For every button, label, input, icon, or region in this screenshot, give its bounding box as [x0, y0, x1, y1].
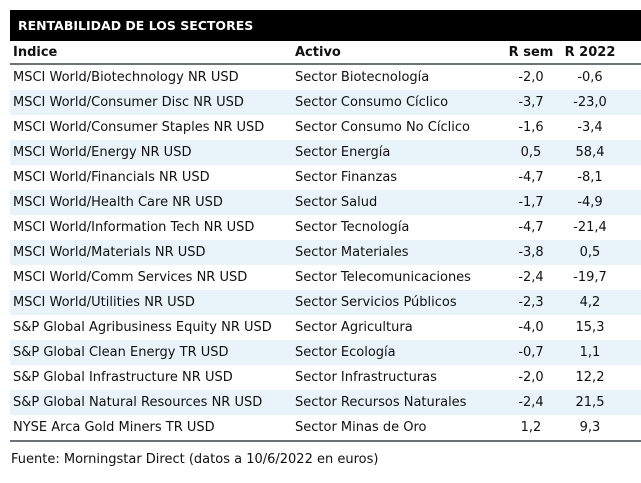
cell-activo: Sector Agricultura — [295, 320, 413, 335]
table-body: MSCI World/Biotechnology NR USD Sector B… — [10, 65, 641, 442]
column-header-activo: Activo — [295, 44, 341, 60]
cell-r-sem: 0,5 — [520, 145, 542, 160]
table-row: MSCI World/Biotechnology NR USD Sector B… — [10, 65, 641, 90]
column-header-indice: Índice — [13, 44, 58, 60]
cell-activo: Sector Salud — [295, 195, 378, 210]
cell-r-sem: -0,7 — [518, 345, 544, 360]
sector-returns-table: RENTABILIDAD DE LOS SECTORES Índice Acti… — [10, 10, 641, 467]
cell-r-sem: -3,7 — [518, 95, 544, 110]
cell-r-2022: 12,2 — [575, 370, 605, 385]
table-title: RENTABILIDAD DE LOS SECTORES — [10, 10, 641, 41]
cell-r-2022: -19,7 — [573, 270, 607, 285]
cell-activo: Sector Biotecnología — [295, 70, 430, 85]
cell-r-sem: -4,7 — [518, 170, 544, 185]
table-row: S&P Global Agribusiness Equity NR USD Se… — [10, 315, 641, 340]
cell-activo: Sector Consumo No Cíclico — [295, 120, 470, 135]
cell-activo: Sector Energía — [295, 145, 391, 160]
cell-indice: MSCI World/Energy NR USD — [13, 145, 192, 160]
cell-r-sem: -4,7 — [518, 220, 544, 235]
cell-r-2022: -21,4 — [573, 220, 607, 235]
cell-r-2022: -4,9 — [577, 195, 603, 210]
cell-indice: S&P Global Natural Resources NR USD — [13, 395, 263, 410]
cell-r-sem: -3,8 — [518, 245, 544, 260]
table-row: MSCI World/Health Care NR USD Sector Sal… — [10, 190, 641, 215]
column-header-r-sem: R sem — [508, 44, 554, 60]
cell-r-sem: -1,7 — [518, 195, 544, 210]
cell-r-2022: -3,4 — [577, 120, 603, 135]
table-row: S&P Global Clean Energy TR USD Sector Ec… — [10, 340, 641, 365]
cell-indice: S&P Global Infrastructure NR USD — [13, 370, 233, 385]
cell-r-2022: 58,4 — [575, 145, 605, 160]
cell-r-2022: 15,3 — [575, 320, 605, 335]
cell-activo: Sector Minas de Oro — [295, 420, 427, 435]
cell-r-sem: -2,0 — [518, 70, 544, 85]
cell-activo: Sector Recursos Naturales — [295, 395, 467, 410]
cell-indice: MSCI World/Consumer Disc NR USD — [13, 95, 244, 110]
cell-activo: Sector Servicios Públicos — [295, 295, 457, 310]
cell-indice: MSCI World/Materials NR USD — [13, 245, 206, 260]
cell-r-2022: 0,5 — [579, 245, 601, 260]
cell-indice: MSCI World/Biotechnology NR USD — [13, 70, 239, 85]
source-note: Fuente: Morningstar Direct (datos a 10/6… — [11, 452, 379, 467]
cell-indice: NYSE Arca Gold Miners TR USD — [13, 420, 215, 435]
cell-r-2022: 21,5 — [575, 395, 605, 410]
cell-r-sem: -1,6 — [518, 120, 544, 135]
cell-indice: MSCI World/Utilities NR USD — [13, 295, 195, 310]
table-row: MSCI World/Consumer Disc NR USD Sector C… — [10, 90, 641, 115]
cell-activo: Sector Finanzas — [295, 170, 398, 185]
cell-r-sem: -4,0 — [518, 320, 544, 335]
column-header-r-2022: R 2022 — [564, 44, 616, 60]
cell-indice: MSCI World/Information Tech NR USD — [13, 220, 255, 235]
table-row: MSCI World/Financials NR USD Sector Fina… — [10, 165, 641, 190]
cell-r-sem: -2,4 — [518, 395, 544, 410]
cell-r-2022: 4,2 — [579, 295, 601, 310]
cell-activo: Sector Consumo Cíclico — [295, 95, 449, 110]
cell-r-sem: -2,0 — [518, 370, 544, 385]
cell-r-2022: 9,3 — [579, 420, 601, 435]
cell-activo: Sector Ecología — [295, 345, 396, 360]
table-row: MSCI World/Utilities NR USD Sector Servi… — [10, 290, 641, 315]
cell-activo: Sector Infrastructuras — [295, 370, 437, 385]
cell-indice: MSCI World/Consumer Staples NR USD — [13, 120, 265, 135]
cell-r-sem: -2,4 — [518, 270, 544, 285]
cell-r-2022: -8,1 — [577, 170, 603, 185]
cell-r-2022: -23,0 — [573, 95, 607, 110]
cell-r-sem: -2,3 — [518, 295, 544, 310]
table-row: MSCI World/Consumer Staples NR USD Secto… — [10, 115, 641, 140]
table-row: MSCI World/Comm Services NR USD Sector T… — [10, 265, 641, 290]
cell-r-sem: 1,2 — [520, 420, 542, 435]
table-row: NYSE Arca Gold Miners TR USD Sector Mina… — [10, 415, 641, 440]
cell-indice: MSCI World/Comm Services NR USD — [13, 270, 248, 285]
table-row: MSCI World/Energy NR USD Sector Energía … — [10, 140, 641, 165]
cell-indice: S&P Global Clean Energy TR USD — [13, 345, 229, 360]
cell-activo: Sector Telecomunicaciones — [295, 270, 471, 285]
cell-r-2022: -0,6 — [577, 70, 603, 85]
table-row: S&P Global Infrastructure NR USD Sector … — [10, 365, 641, 390]
table-row: MSCI World/Information Tech NR USD Secto… — [10, 215, 641, 240]
cell-activo: Sector Tecnología — [295, 220, 410, 235]
cell-indice: S&P Global Agribusiness Equity NR USD — [13, 320, 272, 335]
table-row: S&P Global Natural Resources NR USD Sect… — [10, 390, 641, 415]
cell-indice: MSCI World/Health Care NR USD — [13, 195, 223, 210]
table-header-row: Índice Activo R sem R 2022 — [10, 41, 641, 65]
cell-r-2022: 1,1 — [579, 345, 601, 360]
cell-activo: Sector Materiales — [295, 245, 409, 260]
table-row: MSCI World/Materials NR USD Sector Mater… — [10, 240, 641, 265]
cell-indice: MSCI World/Financials NR USD — [13, 170, 210, 185]
